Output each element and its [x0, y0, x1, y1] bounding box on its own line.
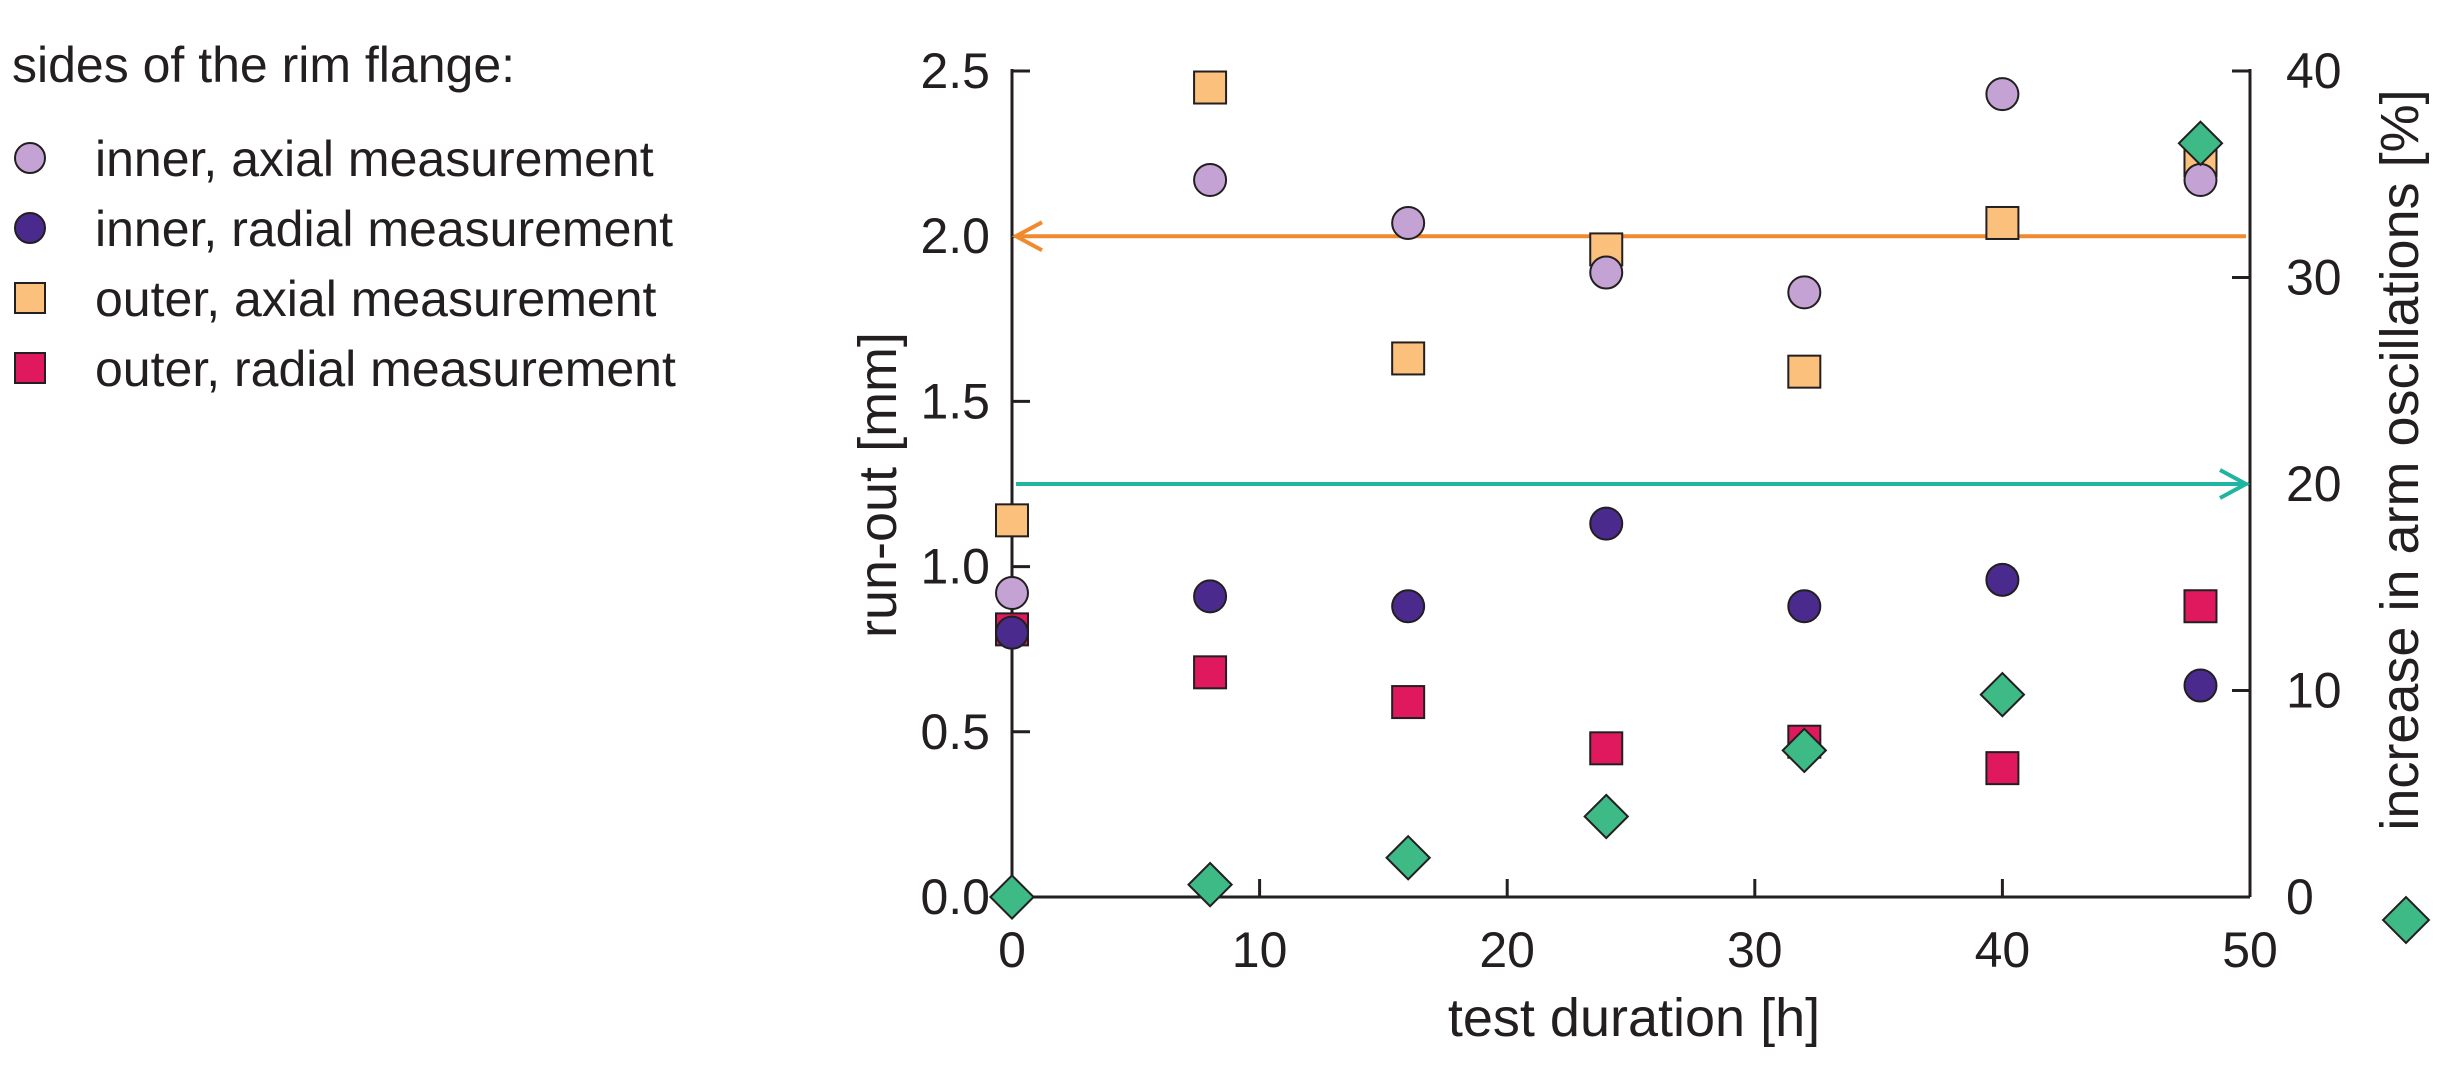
data-point — [1193, 655, 1228, 690]
data-point — [2177, 120, 2224, 167]
y2-axis-title: increase in arm oscillations [%] — [2370, 89, 2430, 830]
data-marks — [988, 70, 2224, 921]
data-point — [1583, 793, 1630, 840]
data-point — [2183, 163, 2218, 198]
axis-pointer-right — [1016, 468, 2251, 500]
data-point — [2183, 668, 2218, 703]
legend-label: inner, axial measurement — [95, 131, 654, 187]
data-point — [1985, 562, 2020, 597]
data-point — [1391, 205, 1426, 240]
y-tick-label: 2.5 — [920, 43, 990, 99]
arrows — [1011, 220, 2251, 500]
data-point — [1589, 255, 1624, 290]
data-point — [1787, 354, 1822, 389]
y2-tick-label: 0 — [2286, 869, 2314, 925]
x-tick-label: 0 — [998, 922, 1026, 978]
x-axis-title: test duration [h] — [1448, 988, 1820, 1048]
x-tick-label: 30 — [1727, 922, 1783, 978]
data-point — [1985, 751, 2020, 786]
y2-tick-label: 30 — [2286, 250, 2342, 306]
legend-marker — [14, 212, 46, 244]
data-point — [1589, 731, 1624, 766]
y-axis-title: run-out [mm] — [848, 332, 908, 638]
x-tick-label: 20 — [1479, 922, 1535, 978]
data-point — [1985, 77, 2020, 112]
arrow-head — [1011, 220, 1043, 252]
y-tick-label: 1.5 — [920, 373, 990, 429]
data-point — [995, 576, 1029, 611]
legend: inner, axial measurement inner, radial me… — [14, 131, 676, 397]
legend-title: sides of the rim flange: — [12, 37, 515, 93]
legend-item: outer, axial measurement — [14, 271, 657, 327]
y2-tick-label: 20 — [2286, 456, 2342, 512]
legend-item: outer, radial measurement — [14, 341, 676, 397]
y2-tick-label: 10 — [2286, 663, 2342, 719]
data-point — [1787, 275, 1822, 310]
data-point — [2183, 589, 2218, 624]
y-tick-label: 0.0 — [920, 869, 990, 925]
data-point — [1391, 589, 1426, 624]
legend-label: inner, radial measurement — [95, 201, 673, 257]
legend-item: inner, radial measurement — [14, 201, 673, 257]
y-tick-label: 0.5 — [920, 704, 990, 760]
data-point — [1979, 671, 2026, 718]
data-point — [1781, 727, 1828, 774]
data-point — [1187, 861, 1234, 908]
data-point — [1391, 341, 1426, 376]
data-point — [1787, 589, 1822, 624]
y-tick-label: 2.0 — [920, 208, 990, 264]
x-tick-label: 10 — [1232, 922, 1288, 978]
y2-tick-label: 40 — [2286, 43, 2342, 99]
legend-marker — [14, 142, 46, 174]
legend-label: outer, radial measurement — [95, 341, 676, 397]
data-point — [1385, 834, 1432, 881]
y2-axis-marker-key — [2381, 895, 2431, 945]
data-point — [1193, 70, 1228, 105]
arrow-head — [2219, 468, 2251, 500]
axis-pointer-left — [1011, 220, 2246, 252]
legend-marker — [14, 282, 46, 314]
series-outer-axial-measurement — [995, 70, 2218, 538]
series-inner-axial-measurement — [995, 77, 2218, 611]
legend-label: outer, axial measurement — [95, 271, 657, 327]
x-tick-label: 50 — [2222, 922, 2278, 978]
data-point — [1193, 163, 1228, 198]
series-outer-radial-measurement — [995, 589, 2218, 786]
data-point — [1193, 579, 1228, 614]
data-point — [995, 615, 1029, 650]
series-increase-in-arm-oscillations — [988, 120, 2224, 921]
data-point — [988, 873, 1036, 921]
legend-marker — [14, 352, 46, 384]
data-point — [1391, 685, 1426, 720]
x-tick-label: 40 — [1975, 922, 2031, 978]
data-point — [1985, 205, 2020, 240]
data-point — [995, 503, 1029, 538]
y-tick-label: 1.0 — [920, 539, 990, 595]
data-point — [1589, 506, 1624, 541]
series-inner-radial-measurement — [995, 506, 2218, 703]
axes: 0 10 20 30 40 50 0.0 0.5 1.0 1.5 2.0 2.5 0 10 20 30 40 — [920, 43, 2431, 978]
legend-item: inner, axial measurement — [14, 131, 654, 187]
